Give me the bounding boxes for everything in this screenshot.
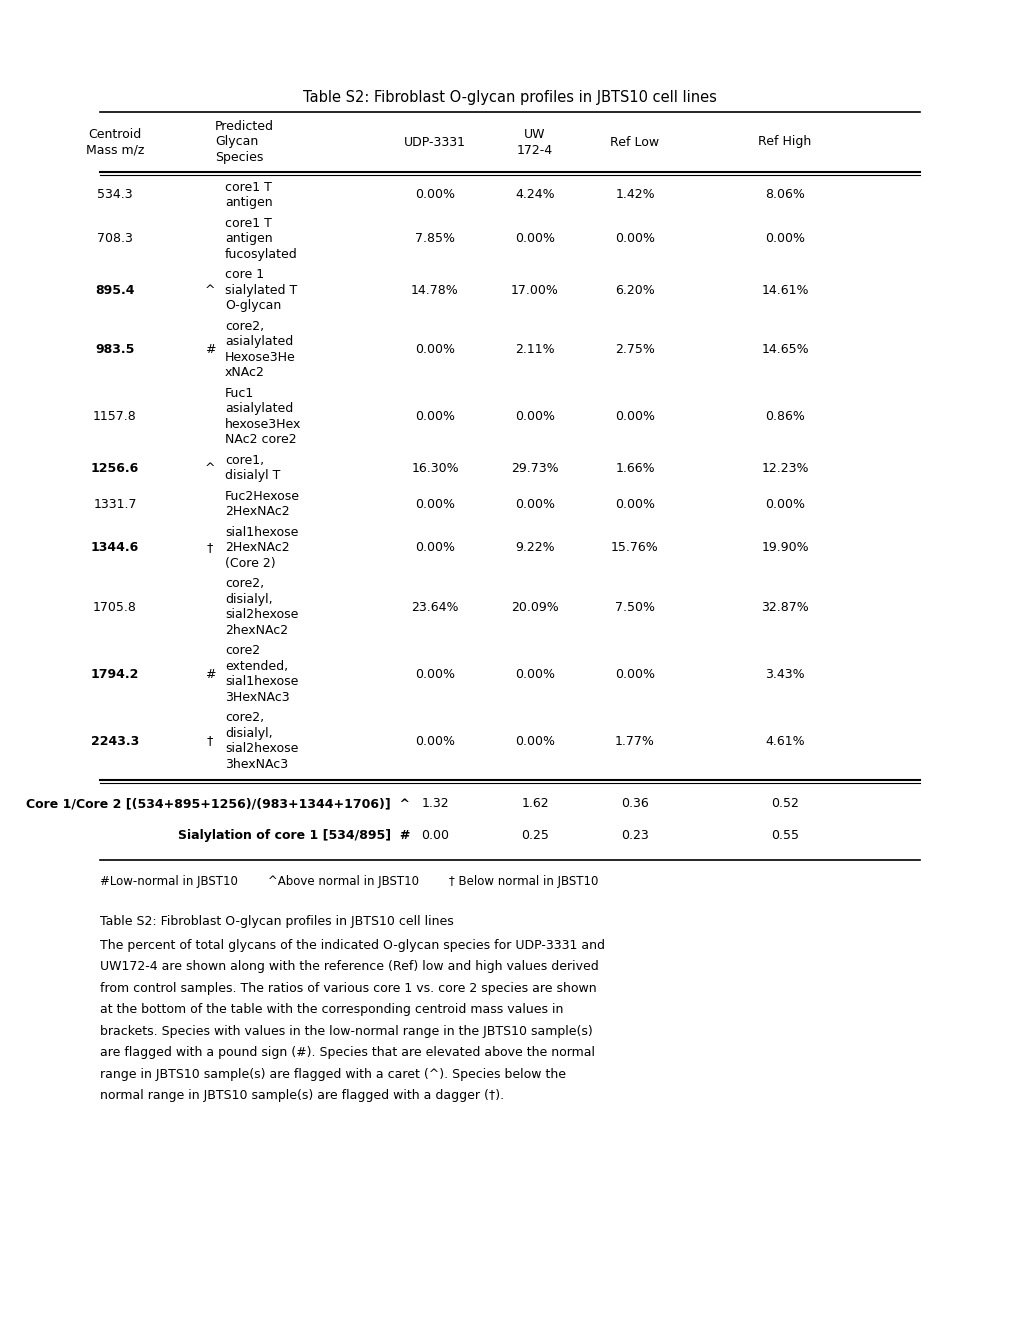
Text: 7.50%: 7.50% (614, 601, 654, 614)
Text: 0.00%: 0.00% (415, 343, 454, 356)
Text: 3.43%: 3.43% (764, 668, 804, 681)
Text: 1.77%: 1.77% (614, 734, 654, 747)
Text: 1344.6: 1344.6 (91, 541, 139, 554)
Text: core1,
disialyl T: core1, disialyl T (225, 454, 280, 482)
Text: Table S2: Fibroblast O-glycan profiles in JBTS10 cell lines: Table S2: Fibroblast O-glycan profiles i… (303, 90, 716, 106)
Text: 0.00%: 0.00% (515, 498, 554, 511)
Text: core2,
asialylated
Hexose3He
xNAc2: core2, asialylated Hexose3He xNAc2 (225, 319, 296, 379)
Text: 1.32: 1.32 (421, 797, 448, 810)
Text: 14.78%: 14.78% (411, 284, 459, 297)
Text: 1.66%: 1.66% (614, 462, 654, 474)
Text: 0.00%: 0.00% (415, 734, 454, 747)
Text: 7.85%: 7.85% (415, 232, 454, 246)
Text: 23.64%: 23.64% (411, 601, 459, 614)
Text: 19.90%: 19.90% (760, 541, 808, 554)
Text: 0.00%: 0.00% (764, 232, 804, 246)
Text: 4.61%: 4.61% (764, 734, 804, 747)
Text: range in JBTS10 sample(s) are flagged with a caret (^). Species below the: range in JBTS10 sample(s) are flagged wi… (100, 1068, 566, 1081)
Text: 0.00%: 0.00% (415, 541, 454, 554)
Text: 2.75%: 2.75% (614, 343, 654, 356)
Text: core 1
sialylated T
O-glycan: core 1 sialylated T O-glycan (225, 268, 297, 313)
Text: 0.86%: 0.86% (764, 411, 804, 422)
Text: Sialylation of core 1 [534/895]  #: Sialylation of core 1 [534/895] # (177, 829, 410, 842)
Text: 17.00%: 17.00% (511, 284, 558, 297)
Text: 0.00%: 0.00% (515, 411, 554, 422)
Text: Table S2: Fibroblast O-glycan profiles in JBTS10 cell lines: Table S2: Fibroblast O-glycan profiles i… (100, 915, 453, 928)
Text: 1.42%: 1.42% (614, 189, 654, 202)
Text: 16.30%: 16.30% (411, 462, 459, 474)
Text: 1794.2: 1794.2 (91, 668, 139, 681)
Text: 0.00%: 0.00% (415, 498, 454, 511)
Text: 0.00%: 0.00% (515, 734, 554, 747)
Text: UW
172-4: UW 172-4 (517, 128, 552, 157)
Text: 2243.3: 2243.3 (91, 734, 139, 747)
Text: normal range in JBTS10 sample(s) are flagged with a dagger (†).: normal range in JBTS10 sample(s) are fla… (100, 1089, 503, 1102)
Text: 708.3: 708.3 (97, 232, 132, 246)
Text: 0.00%: 0.00% (614, 411, 654, 422)
Text: 29.73%: 29.73% (511, 462, 558, 474)
Text: 0.00: 0.00 (421, 829, 448, 842)
Text: 1256.6: 1256.6 (91, 462, 139, 474)
Text: 534.3: 534.3 (97, 189, 132, 202)
Text: 4.24%: 4.24% (515, 189, 554, 202)
Text: brackets. Species with values in the low-normal range in the JBTS10 sample(s): brackets. Species with values in the low… (100, 1024, 592, 1038)
Text: 0.00%: 0.00% (764, 498, 804, 511)
Text: at the bottom of the table with the corresponding centroid mass values in: at the bottom of the table with the corr… (100, 1003, 562, 1016)
Text: 9.22%: 9.22% (515, 541, 554, 554)
Text: 12.23%: 12.23% (760, 462, 808, 474)
Text: Fuc2Hexose
2HexNAc2: Fuc2Hexose 2HexNAc2 (225, 490, 300, 519)
Text: #: # (205, 668, 215, 681)
Text: core2,
disialyl,
sial2hexose
2hexNAc2: core2, disialyl, sial2hexose 2hexNAc2 (225, 577, 299, 636)
Text: 32.87%: 32.87% (760, 601, 808, 614)
Text: 2.11%: 2.11% (515, 343, 554, 356)
Text: #Low-normal in JBST10        ^Above normal in JBST10        † Below normal in JB: #Low-normal in JBST10 ^Above normal in J… (100, 875, 598, 888)
Text: UDP-3331: UDP-3331 (404, 136, 466, 149)
Text: 0.00%: 0.00% (415, 411, 454, 422)
Text: 14.61%: 14.61% (760, 284, 808, 297)
Text: 0.00%: 0.00% (515, 668, 554, 681)
Text: 1331.7: 1331.7 (93, 498, 137, 511)
Text: 20.09%: 20.09% (511, 601, 558, 614)
Text: 1705.8: 1705.8 (93, 601, 137, 614)
Text: ^: ^ (205, 284, 215, 297)
Text: 895.4: 895.4 (95, 284, 135, 297)
Text: core1 T
antigen: core1 T antigen (225, 181, 272, 210)
Text: UW172-4 are shown along with the reference (Ref) low and high values derived: UW172-4 are shown along with the referen… (100, 960, 598, 973)
Text: 0.23: 0.23 (621, 829, 648, 842)
Text: 1157.8: 1157.8 (93, 411, 137, 422)
Text: from control samples. The ratios of various core 1 vs. core 2 species are shown: from control samples. The ratios of vari… (100, 982, 596, 994)
Text: 0.36: 0.36 (621, 797, 648, 810)
Text: 1.62: 1.62 (521, 797, 548, 810)
Text: 0.00%: 0.00% (614, 232, 654, 246)
Text: core2,
disialyl,
sial2hexose
3hexNAc3: core2, disialyl, sial2hexose 3hexNAc3 (225, 711, 299, 771)
Text: 983.5: 983.5 (95, 343, 135, 356)
Text: 8.06%: 8.06% (764, 189, 804, 202)
Text: Ref Low: Ref Low (609, 136, 659, 149)
Text: 0.52: 0.52 (770, 797, 798, 810)
Text: 15.76%: 15.76% (610, 541, 658, 554)
Text: 0.00%: 0.00% (415, 668, 454, 681)
Text: 0.55: 0.55 (770, 829, 798, 842)
Text: sial1hexose
2HexNAc2
(Core 2): sial1hexose 2HexNAc2 (Core 2) (225, 525, 299, 570)
Text: 0.00%: 0.00% (515, 232, 554, 246)
Text: Core 1/Core 2 [(534+895+1256)/(983+1344+1706)]  ^: Core 1/Core 2 [(534+895+1256)/(983+1344+… (25, 797, 410, 810)
Text: core2
extended,
sial1hexose
3HexNAc3: core2 extended, sial1hexose 3HexNAc3 (225, 644, 299, 704)
Text: 6.20%: 6.20% (614, 284, 654, 297)
Text: #: # (205, 343, 215, 356)
Text: 0.25: 0.25 (521, 829, 548, 842)
Text: are flagged with a pound sign (#). Species that are elevated above the normal: are flagged with a pound sign (#). Speci… (100, 1045, 594, 1059)
Text: †: † (207, 734, 213, 747)
Text: 0.00%: 0.00% (614, 668, 654, 681)
Text: Ref High: Ref High (758, 136, 811, 149)
Text: 0.00%: 0.00% (614, 498, 654, 511)
Text: core1 T
antigen
fucosylated: core1 T antigen fucosylated (225, 216, 298, 261)
Text: Fuc1
asialylated
hexose3Hex
NAc2 core2: Fuc1 asialylated hexose3Hex NAc2 core2 (225, 387, 301, 446)
Text: The percent of total glycans of the indicated O-glycan species for UDP-3331 and: The percent of total glycans of the indi… (100, 939, 604, 952)
Text: 0.00%: 0.00% (415, 189, 454, 202)
Text: Predicted
Glycan
Species: Predicted Glycan Species (215, 120, 274, 165)
Text: Centroid
Mass m/z: Centroid Mass m/z (86, 128, 144, 157)
Text: 14.65%: 14.65% (760, 343, 808, 356)
Text: ^: ^ (205, 462, 215, 474)
Text: †: † (207, 541, 213, 554)
